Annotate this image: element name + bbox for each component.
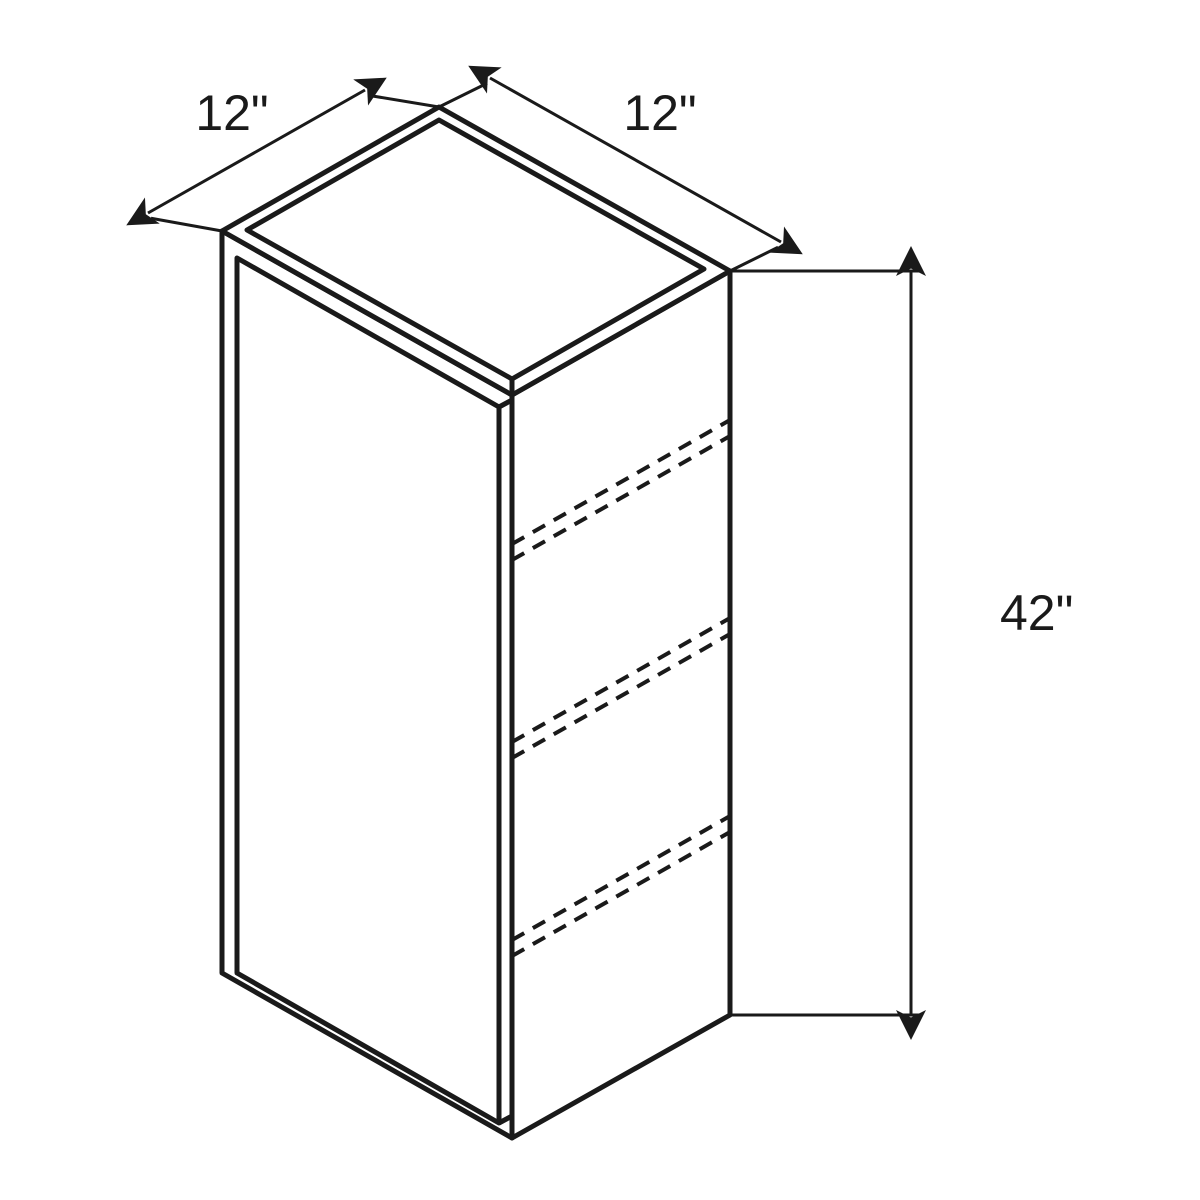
height-label: 42" [1000, 585, 1073, 641]
width-label: 12" [623, 85, 696, 141]
depth-label: 12" [195, 85, 268, 141]
cabinet-body [222, 107, 730, 1138]
cabinet-diagram: 12" 12" 42" [0, 0, 1200, 1200]
